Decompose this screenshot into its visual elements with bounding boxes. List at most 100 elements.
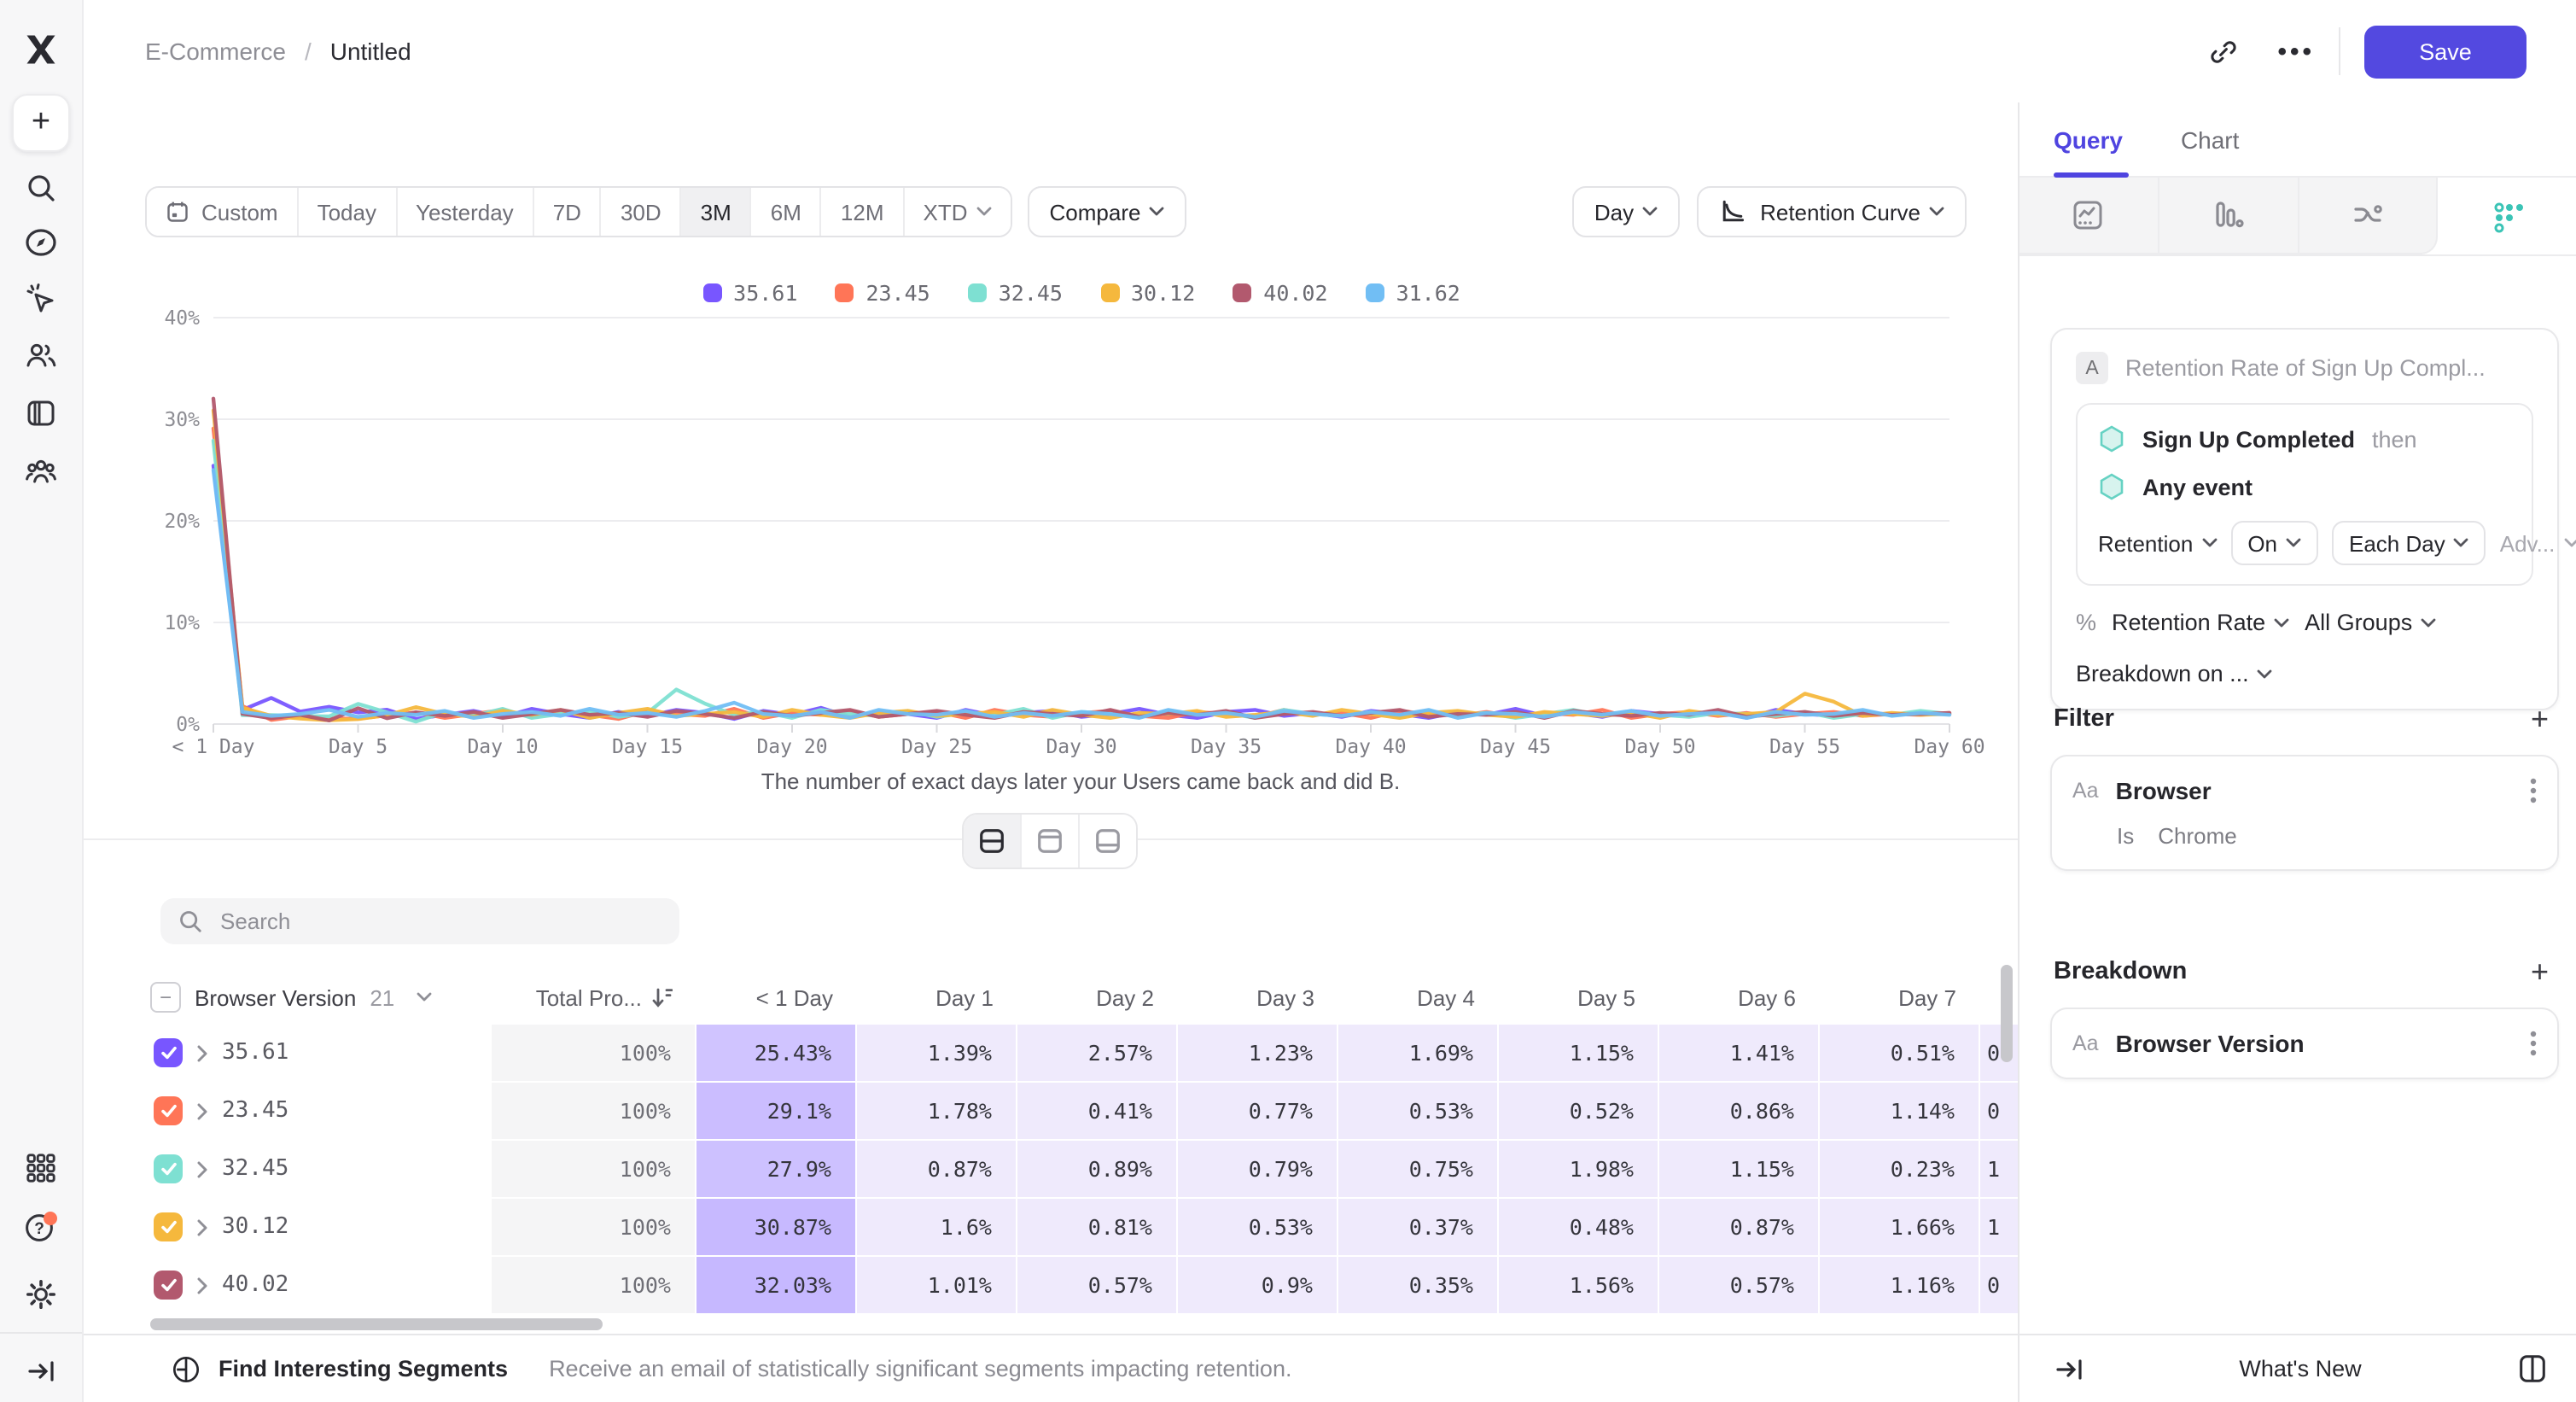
column-header-day-6[interactable]: Day 6 [1738,984,1796,1010]
filter-kebab-menu[interactable] [2530,777,2537,804]
help-icon[interactable]: ? [22,1209,60,1247]
breakdown-on-dropdown[interactable]: Breakdown on ... [2076,661,2533,686]
range-12m[interactable]: 12M [821,188,905,236]
create-plus-button[interactable]: + [12,94,70,152]
funnels-icon[interactable] [2159,178,2299,254]
side-pane-icon[interactable] [2516,1352,2549,1385]
svg-text:?: ? [34,1220,44,1238]
legend-item-35.61[interactable]: 35.61 [702,279,797,305]
save-button[interactable]: Save [2364,25,2526,78]
returning-event-row[interactable]: Any event [2098,473,2511,500]
add-breakdown-button[interactable]: + [2530,955,2549,989]
measure-dropdown[interactable]: Retention Rate [2112,610,2289,635]
range-6m[interactable]: 6M [751,188,822,236]
expand-row-icon[interactable] [196,1102,208,1119]
value-cell: 0.79% [1178,1141,1337,1197]
more-options-icon[interactable]: ••• [2277,37,2315,66]
column-header-day-7[interactable]: Day 7 [1898,984,1956,1010]
breakdown-card[interactable]: Aa Browser Version [2050,1008,2559,1079]
bottom-panel-view-toggle[interactable] [1080,815,1136,867]
flows-icon[interactable] [2299,178,2439,254]
retention-query-card: A Retention Rate of Sign Up Compl... Sig… [2050,328,2576,710]
filter-card[interactable]: Aa Browser Is Chrome [2050,755,2559,871]
legend-item-30.12[interactable]: 30.12 [1100,279,1195,305]
granularity-dropdown[interactable]: Day [1571,186,1681,237]
collapse-sidebar-icon[interactable] [26,1356,56,1387]
column-header-day-5[interactable]: Day 5 [1577,984,1635,1010]
select-all-checkbox[interactable]: − [150,982,181,1013]
legend-item-32.45[interactable]: 32.45 [967,279,1063,305]
row-checkbox[interactable] [154,1096,183,1125]
tab-chart[interactable]: Chart [2180,126,2240,153]
query-title[interactable]: Retention Rate of Sign Up Compl... [2125,355,2486,381]
clipped-value-cell: 1 [1980,1199,2018,1255]
groups-dropdown[interactable]: All Groups [2305,610,2436,635]
breadcrumb-project[interactable]: E-Commerce [145,38,286,65]
cohorts-icon[interactable] [24,454,58,488]
range-custom[interactable]: Custom [147,188,299,236]
collapse-panel-icon[interactable] [2054,1353,2084,1384]
on-dropdown[interactable]: On [2230,521,2318,565]
table-row-32.45: 32.45 100% 27.9% 0.87% 0.89% 0.79% 0.75% 1.98% 1… [150,1141,2018,1197]
breadcrumb-report-title[interactable]: Untitled [329,38,411,65]
find-segments-button[interactable]: Find Interesting Segments [219,1356,509,1382]
range-30d[interactable]: 30D [601,188,682,236]
boards-icon[interactable] [24,396,58,430]
settings-gear-icon[interactable] [24,1277,58,1311]
column-header-day-2[interactable]: Day 2 [1096,984,1154,1010]
apps-grid-icon[interactable] [25,1152,57,1184]
discover-compass-icon[interactable] [24,225,58,260]
first-event-row[interactable]: Sign Up Completed then [2098,425,2511,453]
legend-item-40.02[interactable]: 40.02 [1233,279,1328,305]
expand-row-icon[interactable] [196,1044,208,1061]
expand-row-icon[interactable] [196,1160,208,1177]
expand-row-icon[interactable] [196,1218,208,1236]
chart-type-dropdown[interactable]: Retention Curve [1697,186,1967,237]
horizontal-scrollbar[interactable] [150,1318,603,1330]
tab-query[interactable]: Query [2054,126,2123,153]
search-input[interactable] [217,907,662,936]
search-icon[interactable] [24,171,58,205]
column-header--1-day[interactable]: < 1 Day [755,984,833,1010]
split-view-toggle[interactable] [964,815,1022,867]
expand-row-icon[interactable] [196,1276,208,1294]
range-today[interactable]: Today [298,188,397,236]
svg-text:40%: 40% [164,307,200,330]
row-checkbox[interactable] [154,1271,183,1300]
users-icon[interactable] [24,338,58,372]
group-column-label[interactable]: Browser Version [195,984,357,1010]
advanced-dropdown[interactable]: Adv... [2500,530,2576,556]
ai-cursor-icon[interactable] [24,282,58,316]
filter-value[interactable]: Chrome [2158,823,2237,849]
retention-icon[interactable] [2438,178,2576,254]
value-cell: 1.56% [1499,1257,1658,1313]
vertical-scrollbar[interactable] [2001,965,2013,1062]
range-yesterday[interactable]: Yesterday [397,188,534,236]
breakdown-search[interactable] [160,898,679,944]
range-7d[interactable]: 7D [533,188,602,236]
column-header-day-4[interactable]: Day 4 [1417,984,1475,1010]
breakdown-kebab-menu[interactable] [2530,1030,2537,1057]
legend-item-23.45[interactable]: 23.45 [835,279,930,305]
row-checkbox[interactable] [154,1038,183,1067]
whats-new-link[interactable]: What's New [2239,1356,2362,1382]
range-xtd[interactable]: XTD [904,188,1011,236]
legend-item-31.62[interactable]: 31.62 [1365,279,1460,305]
each-day-dropdown[interactable]: Each Day [2332,521,2486,565]
total-column-header[interactable]: Total Pro... [492,984,696,1010]
filter-operator[interactable]: Is [2117,823,2135,849]
row-checkbox[interactable] [154,1212,183,1241]
column-header-day-1[interactable]: Day 1 [935,984,994,1010]
value-cell: 0.51% [1820,1025,1979,1081]
column-header-day-3[interactable]: Day 3 [1256,984,1314,1010]
add-filter-button[interactable]: + [2530,702,2549,736]
insights-icon[interactable] [2019,178,2159,254]
top-panel-view-toggle[interactable] [1022,815,1080,867]
insights-footer-bar: Find Interesting Segments Receive an ema… [82,1334,2018,1402]
copy-link-icon[interactable] [2207,35,2240,67]
retention-type-dropdown[interactable]: Retention [2098,530,2217,556]
row-checkbox[interactable] [154,1154,183,1183]
range-3m[interactable]: 3M [681,188,752,236]
compare-button[interactable]: Compare [1027,186,1187,237]
top-bar: E-Commerce / Untitled ••• Save [82,0,2576,102]
